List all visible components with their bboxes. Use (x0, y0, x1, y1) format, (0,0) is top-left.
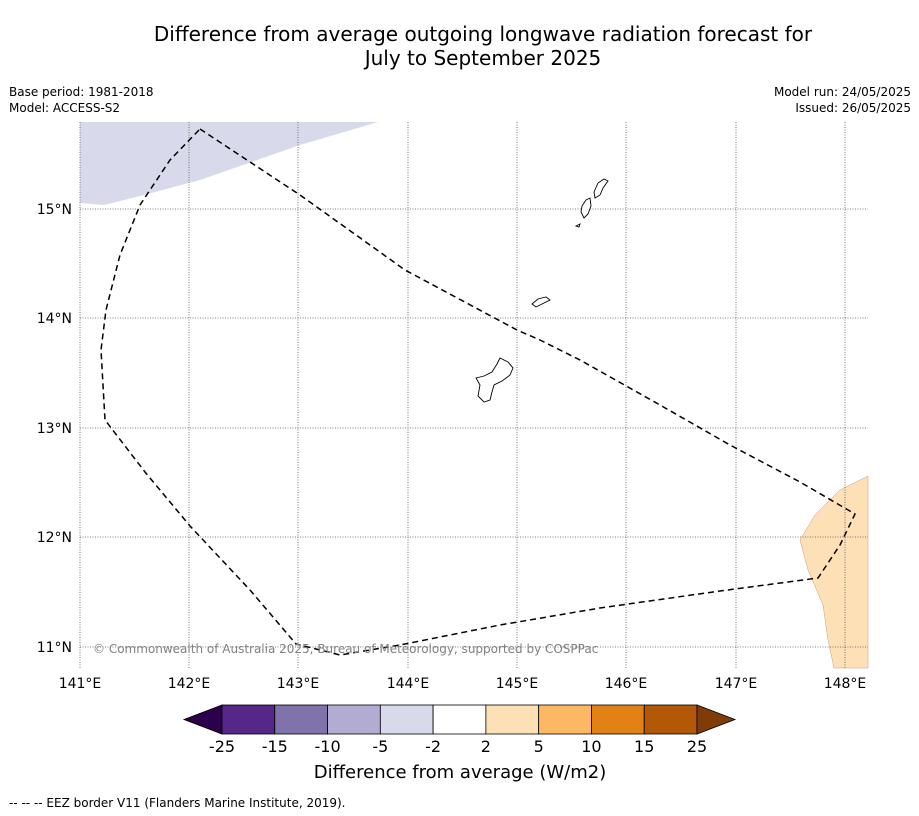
island-guam (475, 357, 514, 403)
eez-border (100, 128, 856, 656)
model-name: Model: ACCESS-S2 (9, 101, 121, 115)
island-tinian (580, 197, 592, 219)
island-saipan (593, 178, 609, 199)
colorbar-swatch (432, 704, 487, 735)
copyright-notice: © Commonwealth of Australia 2025, Bureau… (93, 642, 598, 656)
map-title: Difference from average outgoing longwav… (0, 22, 919, 70)
lat-label-15n: 15°N (37, 202, 72, 218)
colorbar-legend: -25 -15 -10 -5 -2 2 5 10 15 25 (182, 704, 737, 756)
longitude-labels: 141°E 142°E 143°E 144°E 145°E 146°E 147°… (59, 676, 867, 692)
lon-label-148e: 148°E (824, 676, 867, 692)
colorbar-swatch (221, 704, 276, 735)
anomaly-positive-region (799, 475, 869, 669)
colorbar-swatch (643, 704, 698, 735)
colorbar-tick-label: -2 (425, 737, 441, 756)
base-period: Base period: 1981-2018 (9, 85, 154, 99)
colorbar-tick-label: -15 (262, 737, 288, 756)
map-area: © Commonwealth of Australia 2025, Bureau… (79, 122, 869, 669)
title-line-2: July to September 2025 (364, 46, 602, 70)
colorbar-tick-label: 25 (687, 737, 707, 756)
colorbar-swatch (274, 704, 328, 735)
lon-label-141e: 141°E (59, 676, 102, 692)
gridlines (79, 122, 868, 668)
island-aguijan (574, 223, 581, 228)
colorbar-tick-label: 2 (481, 737, 491, 756)
issued-date: Issued: 26/05/2025 (795, 101, 911, 115)
latitude-labels: 15°N 14°N 13°N 12°N 11°N (37, 202, 72, 656)
lat-label-11n: 11°N (37, 640, 72, 656)
colorbar-tick-label: 15 (634, 737, 654, 756)
colorbar-tick-label: -25 (209, 737, 235, 756)
colorbar-swatch (327, 704, 381, 735)
lon-label-146e: 146°E (605, 676, 648, 692)
colorbar-tick-label: 5 (534, 737, 544, 756)
lon-label-147e: 147°E (715, 676, 758, 692)
lon-label-144e: 144°E (387, 676, 430, 692)
colorbar-tick-label: -5 (372, 737, 388, 756)
anomaly-negative-region (80, 122, 378, 205)
colorbar-swatch (591, 704, 645, 735)
lat-label-14n: 14°N (37, 311, 72, 327)
colorbar-swatch (379, 704, 434, 735)
eez-footnote: -- -- -- EEZ border V11 (Flanders Marine… (9, 796, 346, 810)
left-metadata: Base period: 1981-2018 Model: ACCESS-S2 (9, 84, 154, 116)
colorbar-tick-label: 10 (581, 737, 601, 756)
lon-label-145e: 145°E (496, 676, 539, 692)
lon-label-143e: 143°E (277, 676, 320, 692)
colorbar-tick-label: -10 (314, 737, 340, 756)
colorbar-extension-low (182, 704, 223, 735)
right-metadata: Model run: 24/05/2025 Issued: 26/05/2025 (774, 84, 911, 116)
lat-label-12n: 12°N (37, 530, 72, 546)
lat-label-13n: 13°N (37, 421, 72, 437)
colorbar-label: Difference from average (W/m2) (314, 762, 606, 783)
colorbar-swatch (538, 704, 592, 735)
island-rota (531, 296, 551, 308)
islands (475, 178, 609, 403)
model-run: Model run: 24/05/2025 (773, 85, 911, 99)
colorbar-swatch (485, 704, 540, 735)
title-line-1: Difference from average outgoing longwav… (153, 22, 813, 46)
lon-label-142e: 142°E (168, 676, 211, 692)
colorbar-extension-high (696, 704, 737, 735)
